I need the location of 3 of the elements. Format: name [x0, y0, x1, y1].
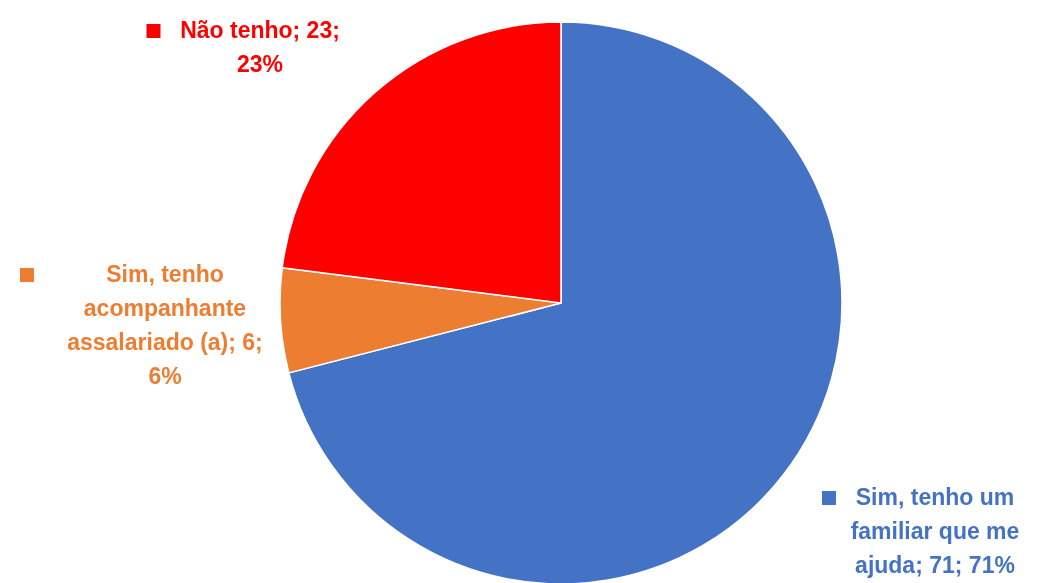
- legend-label: Sim, tenho um familiar que me ajuda; 71; 71%: [850, 484, 1020, 578]
- legend-label: Não tenho; 23; 23%: [180, 17, 340, 77]
- slice-label: Sim, tenho acompanhante assalariado (a); 6; 6%: [67, 261, 263, 389]
